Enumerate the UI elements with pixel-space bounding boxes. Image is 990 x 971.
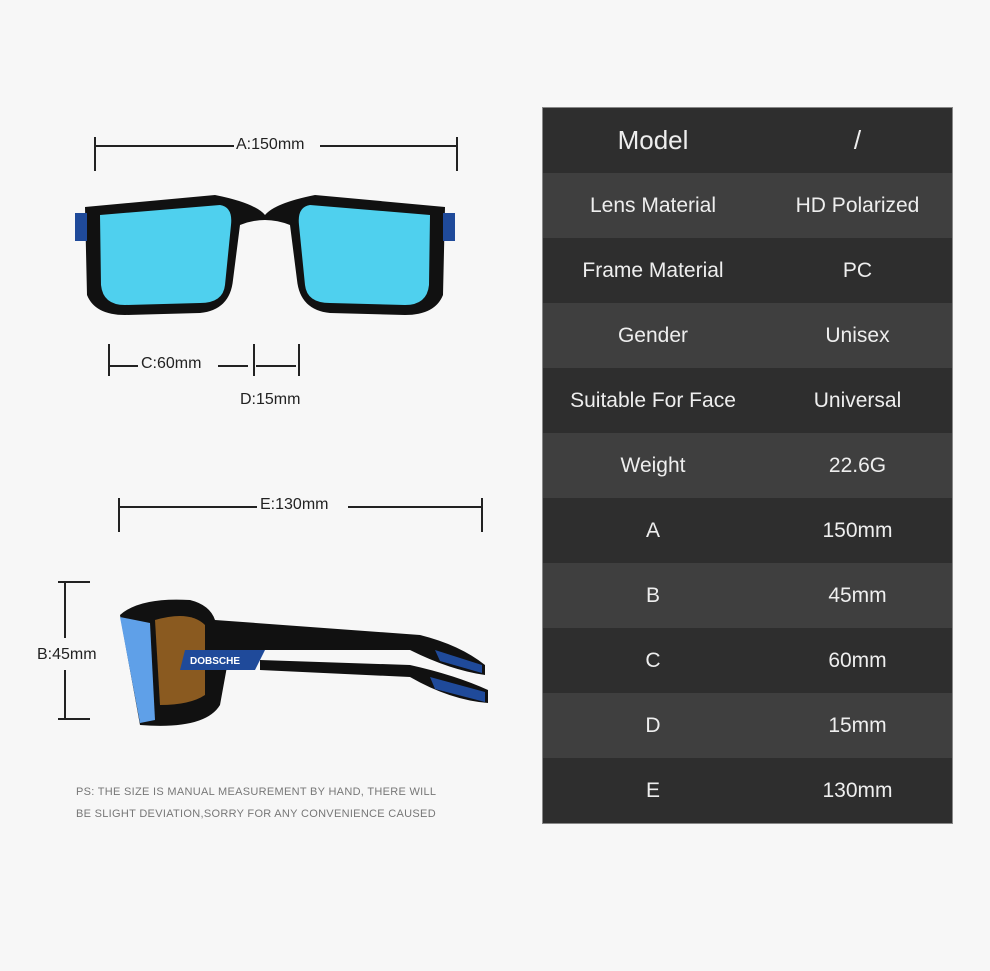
- dimension-line-d: [256, 365, 296, 367]
- spec-value: 45mm: [828, 583, 887, 607]
- dimension-c-label: C:60mm: [141, 355, 202, 372]
- spec-value: 15mm: [828, 713, 887, 737]
- brand-logo: DOBSCHE: [190, 656, 240, 667]
- spec-row: Gender Unisex: [543, 303, 952, 368]
- spec-value: 150mm: [822, 518, 893, 542]
- spec-row: D 15mm: [543, 693, 952, 758]
- spec-row: Model /: [543, 108, 952, 173]
- spec-row: Frame Material PC: [543, 238, 952, 303]
- dimension-b-label: B:45mm: [37, 646, 97, 663]
- spec-label: A: [645, 518, 660, 542]
- spec-label: Gender: [617, 323, 689, 347]
- spec-label: Model: [617, 125, 689, 155]
- tick: [58, 581, 90, 583]
- disclaimer-line-1: PS: THE SIZE IS MANUAL MEASUREMENT BY HA…: [76, 786, 437, 798]
- spec-value: /: [853, 125, 862, 155]
- front-view-glasses: [75, 195, 455, 315]
- spec-row: E 130mm: [543, 758, 952, 823]
- dimension-line-c: [110, 365, 138, 367]
- disclaimer-line-2: BE SLIGHT DEVIATION,SORRY FOR ANY CONVEN…: [76, 808, 436, 820]
- dimension-e-label: E:130mm: [260, 496, 329, 513]
- spec-label: Lens Material: [589, 193, 717, 217]
- tick: [456, 137, 458, 171]
- spec-table: Model / Lens Material HD Polarized Frame Mat…: [542, 107, 953, 824]
- spec-row: Lens Material HD Polarized: [543, 173, 952, 238]
- dimension-line-b: [64, 583, 66, 638]
- dimension-line-e: [120, 506, 257, 508]
- spec-value: Unisex: [825, 323, 890, 347]
- dimension-line-a: [94, 145, 234, 147]
- tick: [58, 718, 90, 720]
- tick: [118, 498, 120, 532]
- spec-label: Frame Material: [582, 258, 724, 282]
- spec-label: Suitable For Face: [570, 388, 736, 412]
- spec-label: Weight: [620, 453, 686, 477]
- spec-row: Suitable For Face Universal: [543, 368, 952, 433]
- spec-label: D: [645, 713, 661, 737]
- spec-label: B: [645, 583, 660, 607]
- spec-value: PC: [842, 258, 873, 282]
- spec-row: A 150mm: [543, 498, 952, 563]
- dimension-a-label: A:150mm: [236, 136, 305, 153]
- dimension-line-c: [218, 365, 248, 367]
- tick: [253, 344, 255, 376]
- tick: [94, 137, 96, 171]
- tick: [108, 344, 110, 376]
- spec-label: C: [645, 648, 661, 672]
- spec-row: C 60mm: [543, 628, 952, 693]
- spec-value: Universal: [813, 388, 902, 412]
- dimension-line-a: [320, 145, 457, 147]
- spec-label: E: [645, 778, 660, 802]
- tick: [481, 498, 483, 532]
- spec-value: 130mm: [822, 778, 893, 802]
- spec-row: Weight 22.6G: [543, 433, 952, 498]
- spec-value: 22.6G: [828, 453, 887, 477]
- dimension-line-b: [64, 670, 66, 718]
- spec-row: B 45mm: [543, 563, 952, 628]
- spec-value: 60mm: [828, 648, 887, 672]
- tick: [298, 344, 300, 376]
- dimension-line-e: [348, 506, 482, 508]
- dimension-d-label: D:15mm: [240, 391, 301, 408]
- spec-value: HD Polarized: [795, 193, 920, 217]
- side-view-glasses: DOBSCHE: [120, 599, 488, 726]
